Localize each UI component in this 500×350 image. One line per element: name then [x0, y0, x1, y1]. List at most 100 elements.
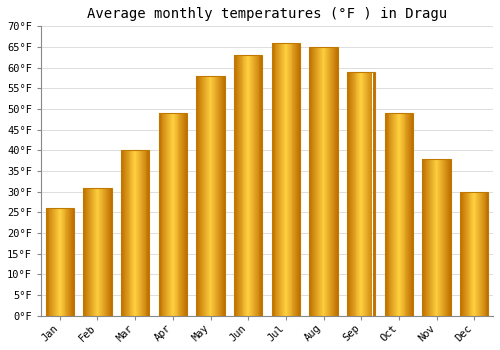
- Bar: [347, 72, 348, 316]
- Bar: [173, 113, 174, 316]
- Bar: [201, 76, 202, 316]
- Bar: [429, 159, 430, 316]
- Bar: [196, 76, 224, 316]
- Bar: [137, 150, 138, 316]
- Bar: [217, 76, 218, 316]
- Bar: [73, 208, 74, 316]
- Bar: [236, 55, 237, 316]
- Bar: [104, 188, 105, 316]
- Bar: [368, 72, 370, 316]
- Bar: [246, 55, 247, 316]
- Bar: [400, 113, 401, 316]
- Bar: [235, 55, 236, 316]
- Bar: [393, 113, 394, 316]
- Bar: [478, 192, 479, 316]
- Bar: [198, 76, 199, 316]
- Bar: [164, 113, 166, 316]
- Bar: [427, 159, 428, 316]
- Bar: [330, 47, 331, 316]
- Bar: [282, 43, 283, 316]
- Bar: [432, 159, 433, 316]
- Bar: [168, 113, 169, 316]
- Bar: [160, 113, 162, 316]
- Bar: [132, 150, 134, 316]
- Bar: [258, 55, 260, 316]
- Bar: [98, 188, 100, 316]
- Bar: [446, 159, 447, 316]
- Bar: [219, 76, 220, 316]
- Bar: [335, 47, 336, 316]
- Bar: [251, 55, 252, 316]
- Bar: [96, 188, 98, 316]
- Bar: [134, 150, 135, 316]
- Bar: [412, 113, 413, 316]
- Bar: [283, 43, 284, 316]
- Bar: [221, 76, 222, 316]
- Bar: [88, 188, 89, 316]
- Bar: [431, 159, 432, 316]
- Bar: [317, 47, 318, 316]
- Bar: [461, 192, 462, 316]
- Bar: [57, 208, 58, 316]
- Bar: [434, 159, 436, 316]
- Bar: [87, 188, 88, 316]
- Bar: [122, 150, 123, 316]
- Bar: [244, 55, 246, 316]
- Bar: [312, 47, 313, 316]
- Bar: [158, 113, 187, 316]
- Bar: [481, 192, 482, 316]
- Bar: [384, 113, 386, 316]
- Bar: [314, 47, 315, 316]
- Title: Average monthly temperatures (°F ) in Dragu: Average monthly temperatures (°F ) in Dr…: [87, 7, 447, 21]
- Bar: [363, 72, 364, 316]
- Bar: [107, 188, 108, 316]
- Bar: [90, 188, 91, 316]
- Bar: [105, 188, 106, 316]
- Bar: [356, 72, 358, 316]
- Bar: [85, 188, 86, 316]
- Bar: [406, 113, 408, 316]
- Bar: [48, 208, 50, 316]
- Bar: [287, 43, 288, 316]
- Bar: [185, 113, 186, 316]
- Bar: [240, 55, 242, 316]
- Bar: [404, 113, 406, 316]
- Bar: [218, 76, 219, 316]
- Bar: [310, 47, 312, 316]
- Bar: [108, 188, 109, 316]
- Bar: [442, 159, 443, 316]
- Bar: [367, 72, 368, 316]
- Bar: [422, 159, 424, 316]
- Bar: [274, 43, 276, 316]
- Bar: [60, 208, 61, 316]
- Bar: [331, 47, 332, 316]
- Bar: [424, 159, 425, 316]
- Bar: [276, 43, 278, 316]
- Bar: [334, 47, 335, 316]
- Bar: [68, 208, 69, 316]
- Bar: [55, 208, 56, 316]
- Bar: [93, 188, 94, 316]
- Bar: [239, 55, 240, 316]
- Bar: [440, 159, 442, 316]
- Bar: [171, 113, 172, 316]
- Bar: [272, 43, 300, 316]
- Bar: [319, 47, 320, 316]
- Bar: [172, 113, 173, 316]
- Bar: [92, 188, 93, 316]
- Bar: [445, 159, 446, 316]
- Bar: [61, 208, 62, 316]
- Bar: [332, 47, 333, 316]
- Bar: [210, 76, 212, 316]
- Bar: [474, 192, 475, 316]
- Bar: [395, 113, 396, 316]
- Bar: [248, 55, 249, 316]
- Bar: [208, 76, 210, 316]
- Bar: [486, 192, 488, 316]
- Bar: [426, 159, 427, 316]
- Bar: [460, 192, 461, 316]
- Bar: [84, 188, 112, 316]
- Bar: [430, 159, 431, 316]
- Bar: [54, 208, 55, 316]
- Bar: [260, 55, 262, 316]
